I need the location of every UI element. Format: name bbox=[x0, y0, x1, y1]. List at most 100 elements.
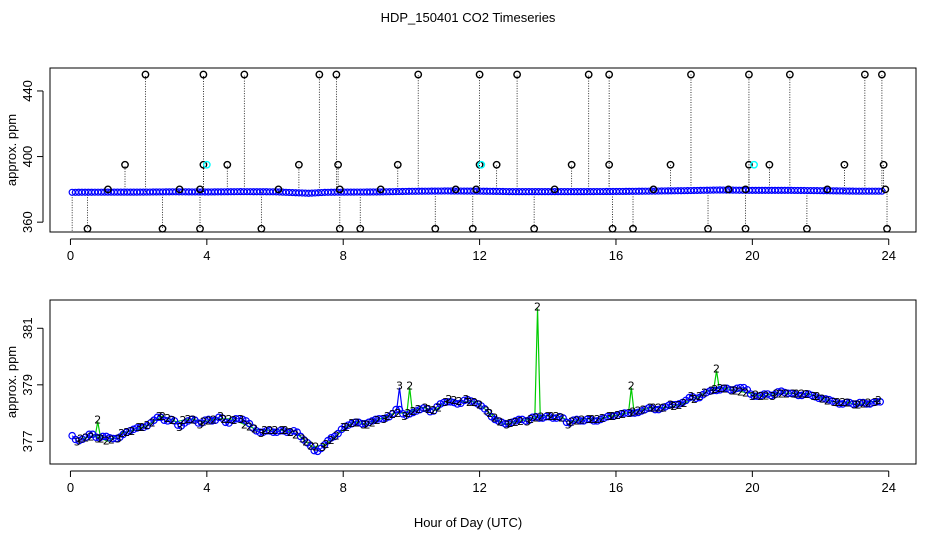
top-outlier-point bbox=[199, 70, 208, 79]
bottom-series-point-3 bbox=[405, 410, 414, 418]
bottom-series-label-2: 2 bbox=[824, 394, 831, 407]
bottom-series-label-2: 2 bbox=[384, 410, 391, 423]
bottom-series-label-3: 3 bbox=[360, 418, 367, 431]
bottom-series-label-2: 2 bbox=[839, 396, 846, 409]
top-outlier-point bbox=[513, 70, 521, 79]
bottom-series-point-3 bbox=[555, 412, 564, 421]
top-outlier-point bbox=[240, 70, 249, 79]
bottom-series-point-3 bbox=[129, 425, 138, 434]
top-outlier-point bbox=[274, 185, 283, 194]
bottom-series-label-2: 2 bbox=[190, 413, 197, 426]
bottom-series-point-3 bbox=[641, 405, 649, 414]
top-outlier-point bbox=[883, 224, 891, 233]
bottom-series-label-2: 2 bbox=[302, 435, 309, 448]
top-outlier-point bbox=[196, 224, 204, 233]
bottom-series-point-3 bbox=[139, 423, 148, 432]
bottom-spike-line-2 bbox=[94, 421, 102, 438]
bottom-series-label-2: 2 bbox=[711, 383, 718, 396]
bottom-series-point-3 bbox=[419, 404, 428, 412]
top-outlier-point bbox=[745, 70, 753, 79]
bottom-series-label-3: 3 bbox=[585, 413, 592, 426]
bottom-series-label-2: 2 bbox=[128, 425, 135, 438]
top-outlier-point bbox=[315, 70, 324, 79]
bottom-series-point-3 bbox=[283, 428, 291, 436]
bottom-series-point-3 bbox=[382, 414, 390, 422]
bottom-series-point-3 bbox=[289, 426, 298, 435]
bottom-x-tick-label: 20 bbox=[745, 480, 759, 495]
x-axis-label: Hour of Day (UTC) bbox=[414, 515, 522, 530]
bottom-series-label-2: 2 bbox=[497, 416, 504, 429]
bottom-series-label-2: 2 bbox=[486, 407, 493, 420]
bottom-series-label-2: 2 bbox=[410, 405, 417, 418]
bottom-series-label-2: 2 bbox=[364, 418, 371, 431]
top-outlier-point bbox=[724, 185, 733, 194]
top-outlier-point bbox=[605, 70, 614, 79]
bottom-series-point-3 bbox=[235, 414, 244, 423]
bottom-series-point-3 bbox=[835, 400, 844, 408]
bottom-series-label-2: 2 bbox=[415, 403, 422, 416]
bottom-series-label-2: 2 bbox=[660, 401, 667, 414]
bottom-series-label-3: 3 bbox=[687, 390, 694, 403]
bottom-series-label-2: 2 bbox=[532, 412, 539, 425]
top-outlier-point bbox=[785, 70, 794, 79]
bottom-series-point-3 bbox=[549, 414, 557, 422]
top-outlier-point bbox=[881, 185, 890, 194]
bottom-series-label-3: 3 bbox=[278, 424, 285, 437]
bottom-series-label-2: 2 bbox=[783, 387, 790, 400]
top-outlier-point bbox=[83, 224, 92, 233]
bottom-series-point-3 bbox=[849, 400, 857, 408]
bottom-series-point-3 bbox=[647, 404, 656, 412]
bottom-series-label-2: 2 bbox=[527, 413, 534, 426]
bottom-series-label-3: 3 bbox=[197, 418, 204, 431]
bottom-series-label-3: 3 bbox=[769, 390, 776, 403]
bottom-series-point-3 bbox=[671, 400, 680, 409]
bottom-series-label-3: 3 bbox=[790, 387, 797, 400]
top-outlier-point bbox=[223, 160, 232, 169]
bottom-series-point-3 bbox=[511, 417, 520, 425]
top-x-tick-label: 4 bbox=[203, 248, 210, 263]
top-x-tick-label: 16 bbox=[609, 248, 623, 263]
bottom-series-label-2: 2 bbox=[778, 387, 785, 400]
bottom-series-label-2: 2 bbox=[435, 401, 442, 414]
bottom-spike-label-2: 2 bbox=[534, 300, 541, 313]
bottom-series-label-2: 2 bbox=[732, 384, 739, 397]
bottom-series-point-3 bbox=[797, 391, 806, 400]
bottom-series-point-3 bbox=[736, 383, 745, 392]
bottom-series-label-2: 2 bbox=[762, 389, 769, 402]
bottom-series-label-2: 2 bbox=[425, 403, 432, 416]
bottom-series-point-3 bbox=[392, 405, 400, 414]
top-outlier-point bbox=[741, 224, 750, 233]
top-outlier-point bbox=[605, 160, 614, 169]
top-outlier-point bbox=[492, 160, 501, 169]
bottom-series-label-2: 2 bbox=[635, 405, 642, 418]
bottom-series-point-3 bbox=[126, 426, 134, 435]
bottom-series-point-3 bbox=[279, 426, 288, 435]
bottom-series-label-3: 3 bbox=[258, 427, 265, 440]
bottom-series-label-2: 2 bbox=[573, 415, 580, 428]
top-outlier-point bbox=[472, 185, 481, 194]
bottom-series-point-3 bbox=[757, 391, 765, 400]
bottom-series-point-3 bbox=[453, 400, 462, 408]
bottom-series-point-3 bbox=[252, 426, 261, 435]
bottom-series-label-3: 3 bbox=[810, 390, 817, 403]
bottom-series-point-3 bbox=[767, 391, 775, 400]
bottom-series-label-2: 2 bbox=[676, 399, 683, 412]
bottom-series-point-3 bbox=[221, 418, 230, 427]
bottom-series-label-2: 2 bbox=[798, 387, 805, 400]
top-outlier-point bbox=[141, 70, 150, 79]
bottom-series-label-2: 2 bbox=[108, 433, 115, 446]
bottom-series-label-2: 2 bbox=[394, 407, 401, 420]
bottom-series-label-2: 2 bbox=[614, 409, 621, 422]
top-outlier-point bbox=[334, 160, 342, 169]
bottom-series-label-3: 3 bbox=[667, 399, 674, 412]
top-outlier-point bbox=[687, 70, 695, 79]
bottom-series-lines bbox=[71, 308, 883, 454]
bottom-series-label-2: 2 bbox=[246, 421, 253, 434]
bottom-series-point-3 bbox=[153, 413, 162, 422]
bottom-series-label-2: 2 bbox=[451, 394, 458, 407]
bottom-series-label-2: 2 bbox=[404, 407, 411, 420]
bottom-series-point-3 bbox=[75, 436, 83, 445]
bottom-series-label-2: 2 bbox=[272, 424, 279, 437]
bottom-series-label-3: 3 bbox=[299, 433, 306, 446]
